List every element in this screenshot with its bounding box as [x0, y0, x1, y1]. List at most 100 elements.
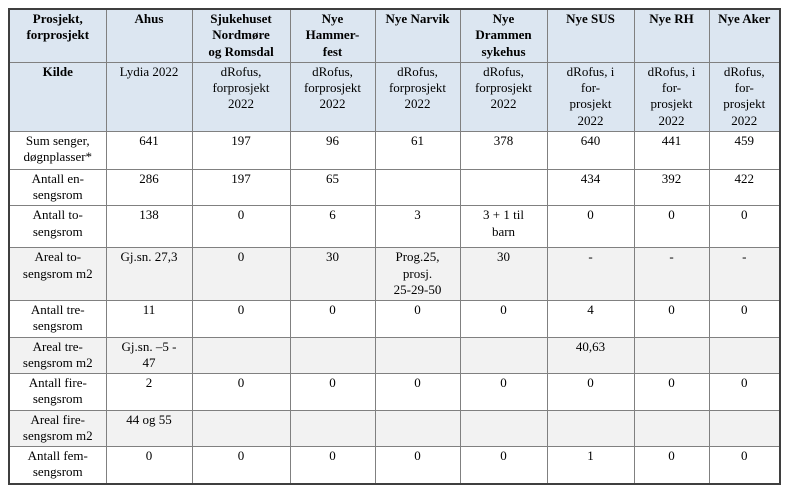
- table-cell: 434: [546, 168, 635, 207]
- table-cell: Gj.sn. –5 - 47: [105, 336, 193, 374]
- table-row-areal-to-sengsrom: Areal to- sengsrom m2 Gj.sn. 27,3 0 30 P…: [8, 247, 781, 301]
- col-header-nye-sus: Nye SUS: [546, 8, 635, 63]
- col-header-nye-narvik: Nye Narvik: [374, 8, 461, 63]
- table-cell: 0: [191, 373, 291, 411]
- table-cell: 61: [374, 130, 461, 170]
- table-cell: -: [708, 247, 781, 301]
- row-label-sum-senger-dognplasser: Sum senger, døgnplasser*: [8, 130, 107, 170]
- table-row-sum-senger: Sum senger, døgnplasser* 641 197 96 61 3…: [8, 130, 781, 170]
- table-cell: 0: [459, 373, 548, 411]
- table-cell: [708, 336, 781, 374]
- table-cell: 0: [374, 373, 461, 411]
- table-cell: Gj.sn. 27,3: [105, 247, 193, 301]
- table-cell: [546, 409, 635, 447]
- table-cell: 6: [289, 205, 376, 249]
- table-row-antall-to-sengsrom: Antall to- sengsrom 138 0 6 3 3 + 1 til …: [8, 205, 781, 249]
- table-row-antall-tre-sengsrom: Antall tre- sengsrom 11 0 0 0 0 4 0 0: [8, 300, 781, 338]
- table-cell: 0: [708, 205, 781, 249]
- table-cell: [459, 409, 548, 447]
- table-cell: 0: [289, 373, 376, 411]
- table-cell: 0: [633, 373, 710, 411]
- table-cell: dRofus, i for- prosjekt 2022: [633, 61, 710, 132]
- table-cell: 3 + 1 til barn: [459, 205, 548, 249]
- col-header-nye-hammerfest: Nye Hammer- fest: [289, 8, 376, 63]
- table-cell: 0: [374, 446, 461, 484]
- table-cell: 441: [633, 130, 710, 170]
- table-cell: 392: [633, 168, 710, 207]
- table-cell: 30: [289, 247, 376, 301]
- table-cell: 197: [191, 130, 291, 170]
- table-cell: dRofus, forprosjekt 2022: [289, 61, 376, 132]
- table-cell: [374, 336, 461, 374]
- table-row-areal-tre-sengsrom: Areal tre- sengsrom m2 Gj.sn. –5 - 47 40…: [8, 336, 781, 374]
- table-cell: dRofus, for- prosjekt 2022: [708, 61, 781, 132]
- table-cell: 0: [546, 205, 635, 249]
- table-cell: 378: [459, 130, 548, 170]
- col-header-sjukehuset-nordmore-og-romsdal: Sjukehuset Nordmøre og Romsdal: [191, 8, 291, 63]
- table-cell: [191, 409, 291, 447]
- row-label-antall-fem-sengsrom: Antall fem- sengsrom: [8, 446, 107, 484]
- table-cell: 65: [289, 168, 376, 207]
- table-cell: 96: [289, 130, 376, 170]
- table-cell: 0: [191, 247, 291, 301]
- row-label-areal-to-sengsrom-m2: Areal to- sengsrom m2: [8, 247, 107, 301]
- col-header-nye-aker: Nye Aker: [708, 8, 781, 63]
- row-label-antall-en-sengsrom: Antall en- sengsrom: [8, 168, 107, 207]
- table-cell: 0: [191, 446, 291, 484]
- table-cell: dRofus, i for- prosjekt 2022: [546, 61, 635, 132]
- table-cell: [459, 168, 548, 207]
- table-cell: 459: [708, 130, 781, 170]
- table-row-antall-en-sengsrom: Antall en- sengsrom 286 197 65 434 392 4…: [8, 168, 781, 207]
- table-cell: 422: [708, 168, 781, 207]
- row-label-antall-to-sengsrom: Antall to- sengsrom: [8, 205, 107, 249]
- bed-rooms-comparison-table: Prosjekt, forprosjekt Ahus Sjukehuset No…: [8, 8, 781, 485]
- table-cell: [459, 336, 548, 374]
- row-label-antall-tre-sengsrom: Antall tre- sengsrom: [8, 300, 107, 338]
- table-cell: 40,63: [546, 336, 635, 374]
- table-cell: 0: [633, 446, 710, 484]
- table-cell: [374, 409, 461, 447]
- table-cell: dRofus, forprosjekt 2022: [374, 61, 461, 132]
- table-cell: 0: [633, 205, 710, 249]
- table-cell: -: [546, 247, 635, 301]
- row-label-areal-tre-sengsrom-m2: Areal tre- sengsrom m2: [8, 336, 107, 374]
- table-cell: 0: [708, 373, 781, 411]
- table-cell: 3: [374, 205, 461, 249]
- table-cell: 0: [459, 300, 548, 338]
- header-row: Prosjekt, forprosjekt Ahus Sjukehuset No…: [8, 8, 781, 63]
- row-label-kilde: Kilde: [8, 61, 107, 132]
- table-cell: 1: [546, 446, 635, 484]
- table-cell: 0: [459, 446, 548, 484]
- table-cell: 0: [708, 446, 781, 484]
- table-cell: [191, 336, 291, 374]
- table-row-antall-fem-sengsrom: Antall fem- sengsrom 0 0 0 0 0 1 0 0: [8, 446, 781, 484]
- table-cell: [374, 168, 461, 207]
- table-cell: 0: [191, 300, 291, 338]
- table-cell: 0: [546, 373, 635, 411]
- row-label-areal-fire-sengsrom-m2: Areal fire- sengsrom m2: [8, 409, 107, 447]
- table-cell: 0: [289, 300, 376, 338]
- table-cell: [708, 409, 781, 447]
- table-cell: 0: [105, 446, 193, 484]
- table-row-antall-fire-sengsrom: Antall fire- sengsrom 2 0 0 0 0 0 0 0: [8, 373, 781, 411]
- table-cell: 0: [289, 446, 376, 484]
- table-cell: [633, 409, 710, 447]
- table-cell: 197: [191, 168, 291, 207]
- row-label-antall-fire-sengsrom: Antall fire- sengsrom: [8, 373, 107, 411]
- table-cell: 0: [708, 300, 781, 338]
- table-cell: dRofus, forprosjekt 2022: [191, 61, 291, 132]
- col-header-prosjekt-forprosjekt: Prosjekt, forprosjekt: [8, 8, 107, 63]
- table-cell: [289, 336, 376, 374]
- table-row-kilde: Kilde Lydia 2022 dRofus, forprosjekt 202…: [8, 61, 781, 132]
- table-cell: [289, 409, 376, 447]
- table-cell: 44 og 55: [105, 409, 193, 447]
- table-cell: 0: [633, 300, 710, 338]
- table-cell: Lydia 2022: [105, 61, 193, 132]
- table-cell: 138: [105, 205, 193, 249]
- table-cell: -: [633, 247, 710, 301]
- table-cell: 4: [546, 300, 635, 338]
- table-cell: 30: [459, 247, 548, 301]
- table-cell: 286: [105, 168, 193, 207]
- col-header-nye-rh: Nye RH: [633, 8, 710, 63]
- table-row-areal-fire-sengsrom: Areal fire- sengsrom m2 44 og 55: [8, 409, 781, 447]
